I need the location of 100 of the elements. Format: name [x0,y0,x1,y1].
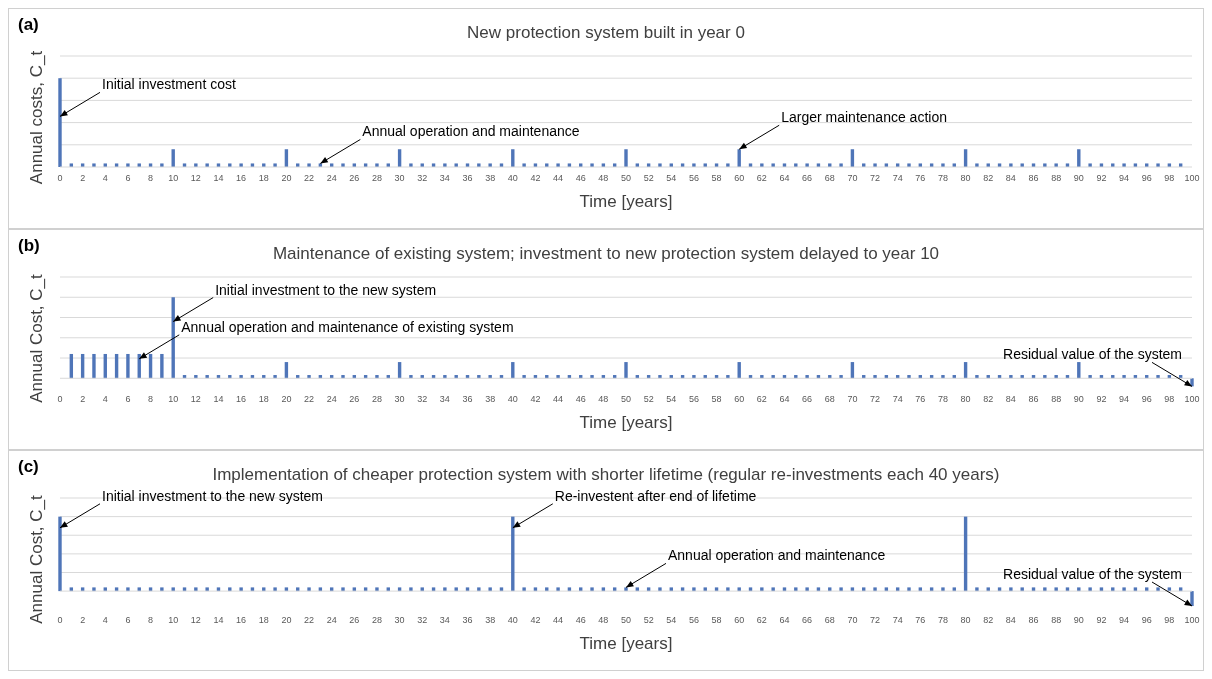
bar [726,375,730,379]
x-tick-label: 46 [575,394,586,404]
x-tick-label: 50 [620,615,632,625]
bar [409,375,413,379]
x-tick-label: 66 [802,173,813,183]
x-tick-label: 50 [620,173,632,183]
x-tick-label: 62 [756,615,767,625]
x-tick-label: 94 [1119,394,1130,404]
x-tick-label: 8 [148,173,154,183]
x-tick-label: 24 [326,173,337,183]
x-tick-label: 62 [756,394,767,404]
x-tick-label: 72 [870,615,881,625]
x-tick-label: 56 [688,394,699,404]
bar [805,375,809,379]
x-axis-title: Time [years] [579,634,673,653]
x-tick-label: 48 [598,173,609,183]
x-tick-label: 8 [148,615,154,625]
bar [443,375,447,379]
x-tick-label: 94 [1119,173,1130,183]
annotation: Annual operation and maintenance of existing system [181,318,514,335]
x-tick-label: 96 [1141,615,1152,625]
x-tick-label: 12 [190,394,201,404]
x-tick-label: 76 [915,394,926,404]
x-tick-label: 84 [1005,615,1016,625]
x-tick-label: 22 [304,615,315,625]
x-tick-label: 76 [915,173,926,183]
bar [1088,375,1092,379]
x-tick-label: 28 [371,394,382,404]
x-tick-label: 24 [326,615,337,625]
x-tick-label: 10 [168,615,179,625]
x-tick-label: 34 [439,173,450,183]
x-tick-label: 2 [80,173,86,183]
x-tick-label: 80 [960,394,971,404]
x-tick-label: 74 [892,615,903,625]
x-tick-label: 76 [915,615,926,625]
chart-title: Maintenance of existing system; investment to new protection system delayed to year 10 [272,244,940,263]
x-tick-label: 66 [802,394,813,404]
x-tick-label: 36 [462,394,473,404]
x-tick-label: 64 [779,615,790,625]
x-tick-label: 70 [847,173,858,183]
x-tick-label: 68 [824,394,835,404]
x-tick-label: 90 [1073,394,1084,404]
x-tick-label: 10 [168,173,179,183]
x-tick-label: 6 [125,173,131,183]
x-tick-label: 38 [485,173,496,183]
x-tick-label: 42 [530,394,541,404]
x-tick-label: 82 [983,394,994,404]
x-tick-label: 52 [643,173,654,183]
x-tick-label: 24 [326,394,337,404]
x-tick-label: 38 [485,615,496,625]
x-tick-label: 74 [892,173,903,183]
x-tick-label: 14 [213,615,224,625]
x-tick-label: 22 [304,394,315,404]
x-tick-label: 36 [462,615,473,625]
x-tick-label: 40 [507,394,518,404]
bar [205,375,209,379]
x-tick-label: 0 [57,394,63,404]
x-tick-label: 6 [125,394,131,404]
bar [975,375,979,379]
bar [839,375,843,379]
x-tick-label: 52 [643,615,654,625]
x-tick-label: 84 [1005,173,1016,183]
x-tick-label: 86 [1028,394,1039,404]
x-tick-label: 34 [439,615,450,625]
x-tick-label: 34 [439,394,450,404]
x-tick-label: 44 [553,394,564,404]
x-tick-label: 36 [462,173,473,183]
bar [771,375,775,379]
x-tick-label: 26 [349,394,360,404]
x-tick-label: 100 [1184,394,1200,404]
annotation: Initial investment to the new system [102,487,323,504]
bar [239,375,243,379]
x-tick-label: 90 [1073,615,1084,625]
bar [907,375,911,379]
x-tick-label: 66 [802,615,813,625]
x-tick-label: 32 [417,394,428,404]
x-tick-label: 52 [643,394,654,404]
y-axis-title: Annual Cost, C_t [27,273,46,403]
bar [692,375,696,379]
bar [1043,375,1047,379]
chart-title: Implementation of cheaper protection system with shorter lifetime (regular re-investments each 40 years) [212,465,1000,484]
x-tick-label: 68 [824,173,835,183]
text: (c) [18,457,39,476]
x-tick-label: 22 [304,173,315,183]
x-tick-label: 32 [417,615,428,625]
x-tick-label: 30 [394,173,405,183]
bar [160,353,164,379]
x-tick-label: 60 [734,615,745,625]
x-tick-label: 96 [1141,394,1152,404]
bar [760,375,764,379]
x-tick-label: 90 [1073,173,1084,183]
bar [1156,375,1160,379]
x-tick-label: 100 [1184,615,1200,625]
y-axis-title: Annual costs, C_t [27,50,46,185]
annotation: Re-investent after end of lifetime [554,487,757,504]
bar [273,375,277,379]
x-tick-label: 46 [575,615,586,625]
bar [488,375,492,379]
x-tick-label: 82 [983,615,994,625]
x-tick-label: 4 [102,394,108,404]
